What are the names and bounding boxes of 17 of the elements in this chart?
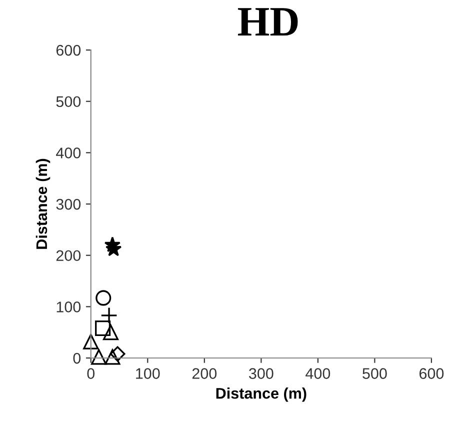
chart-title: HD xyxy=(238,8,298,36)
y-tick-label: 600 xyxy=(56,44,81,56)
y-tick-label: 300 xyxy=(56,198,81,210)
x-tick-label: 0 xyxy=(87,368,95,379)
y-tick-label: 400 xyxy=(56,148,81,158)
y-tick-label: 100 xyxy=(56,302,81,312)
x-tick-label: 500 xyxy=(362,368,387,379)
x-tick-label: 400 xyxy=(306,368,330,379)
x-tick-label: 200 xyxy=(192,368,217,379)
x-tick-label: 600 xyxy=(419,368,444,379)
x-axis-title: Distance (m) xyxy=(216,388,306,402)
y-tick-label: 0 xyxy=(73,352,81,364)
x-tick-label: 100 xyxy=(136,368,160,379)
y-axis-title: Distance (m) xyxy=(36,158,50,249)
y-tick-label: 500 xyxy=(56,96,81,108)
x-tick-label: 300 xyxy=(249,368,274,379)
y-tick-label: 200 xyxy=(56,250,81,262)
